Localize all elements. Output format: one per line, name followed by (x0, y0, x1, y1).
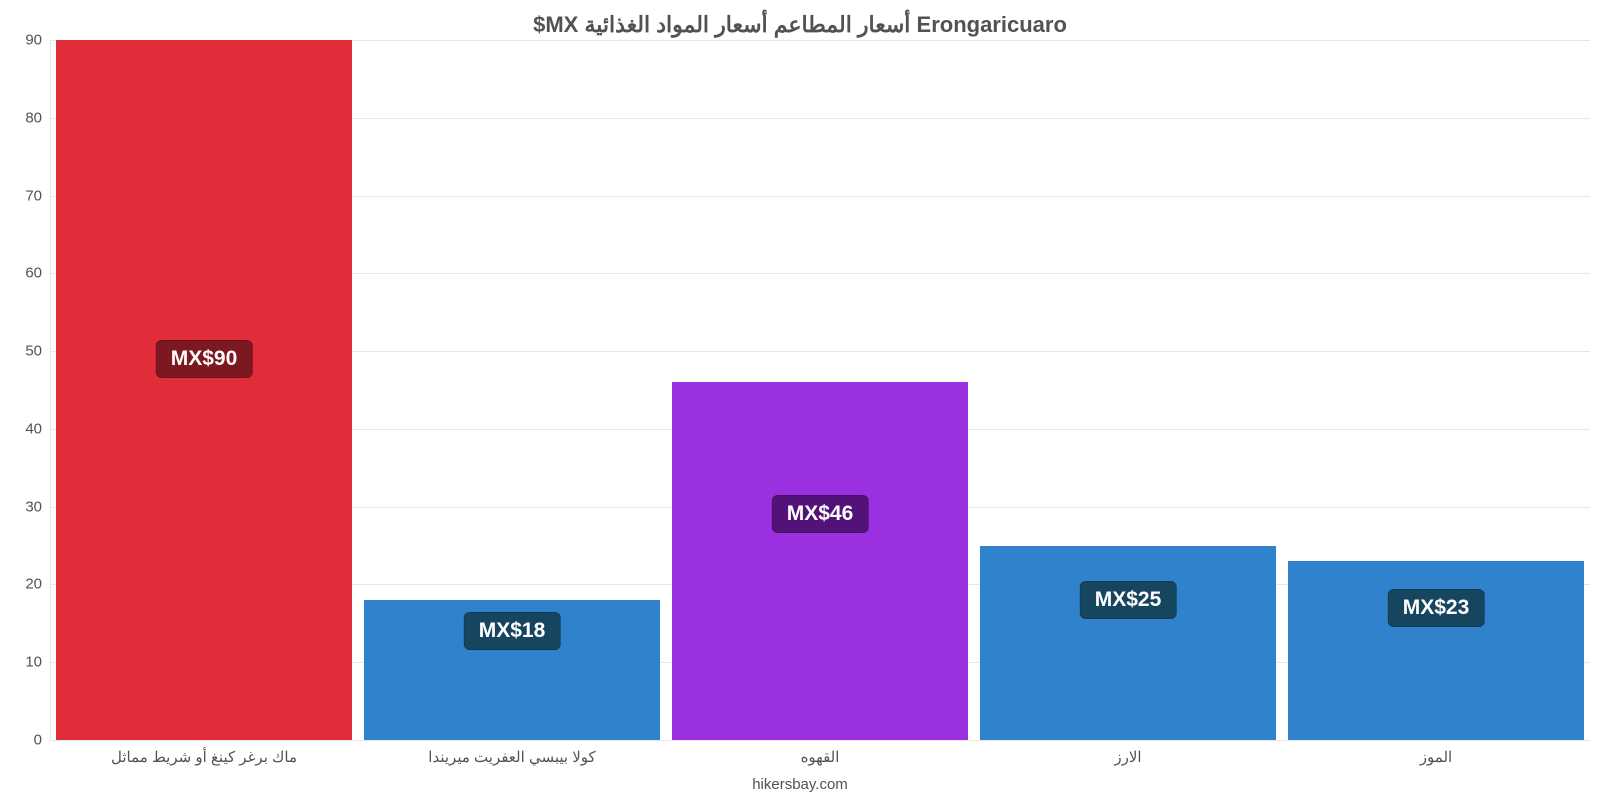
y-tick-label: 40 (25, 420, 50, 437)
y-tick-label: 30 (25, 498, 50, 515)
source-label: hikersbay.com (0, 776, 1600, 793)
plot-area: 0102030405060708090 MX$90MX$18MX$46MX$25… (50, 40, 1590, 740)
bar-value-label: MX$46 (772, 495, 869, 533)
bar-slot: MX$23 (1282, 40, 1590, 740)
x-labels-group: ماك برغر كينغ أو شريط مماثلكولا بيبسي ال… (50, 748, 1590, 766)
bar-value-label: MX$23 (1388, 589, 1485, 627)
y-tick-label: 90 (25, 32, 50, 49)
x-category-label: ماك برغر كينغ أو شريط مماثل (50, 748, 358, 766)
x-axis-line (50, 740, 1590, 741)
bar-slot: MX$90 (50, 40, 358, 740)
bars-group: MX$90 MX$18 MX$46 MX$25 MX$23 (50, 40, 1590, 740)
x-category-label: الموز (1282, 748, 1590, 766)
y-tick-label: 10 (25, 654, 50, 671)
bar (672, 382, 968, 740)
x-category-label: القهوه (666, 748, 974, 766)
bar-value-label: MX$18 (464, 612, 561, 650)
y-tick-label: 80 (25, 109, 50, 126)
bar (56, 40, 352, 740)
bar (980, 546, 1276, 740)
bar-value-label: MX$90 (156, 340, 253, 378)
bar-slot: MX$46 (666, 40, 974, 740)
bar-value-label: MX$25 (1080, 581, 1177, 619)
chart-container: 0102030405060708090 MX$90MX$18MX$46MX$25… (50, 40, 1590, 740)
y-tick-label: 70 (25, 187, 50, 204)
y-tick-label: 20 (25, 576, 50, 593)
y-tick-label: 0 (34, 732, 50, 749)
y-tick-label: 50 (25, 343, 50, 360)
x-category-label: كولا بيبسي العفريت ميريندا (358, 748, 666, 766)
bar-slot: MX$25 (974, 40, 1282, 740)
bar-slot: MX$18 (358, 40, 666, 740)
y-tick-label: 60 (25, 265, 50, 282)
chart-title: Erongaricuaro أسعار المطاعم أسعار المواد… (0, 0, 1600, 38)
x-category-label: الارز (974, 748, 1282, 766)
